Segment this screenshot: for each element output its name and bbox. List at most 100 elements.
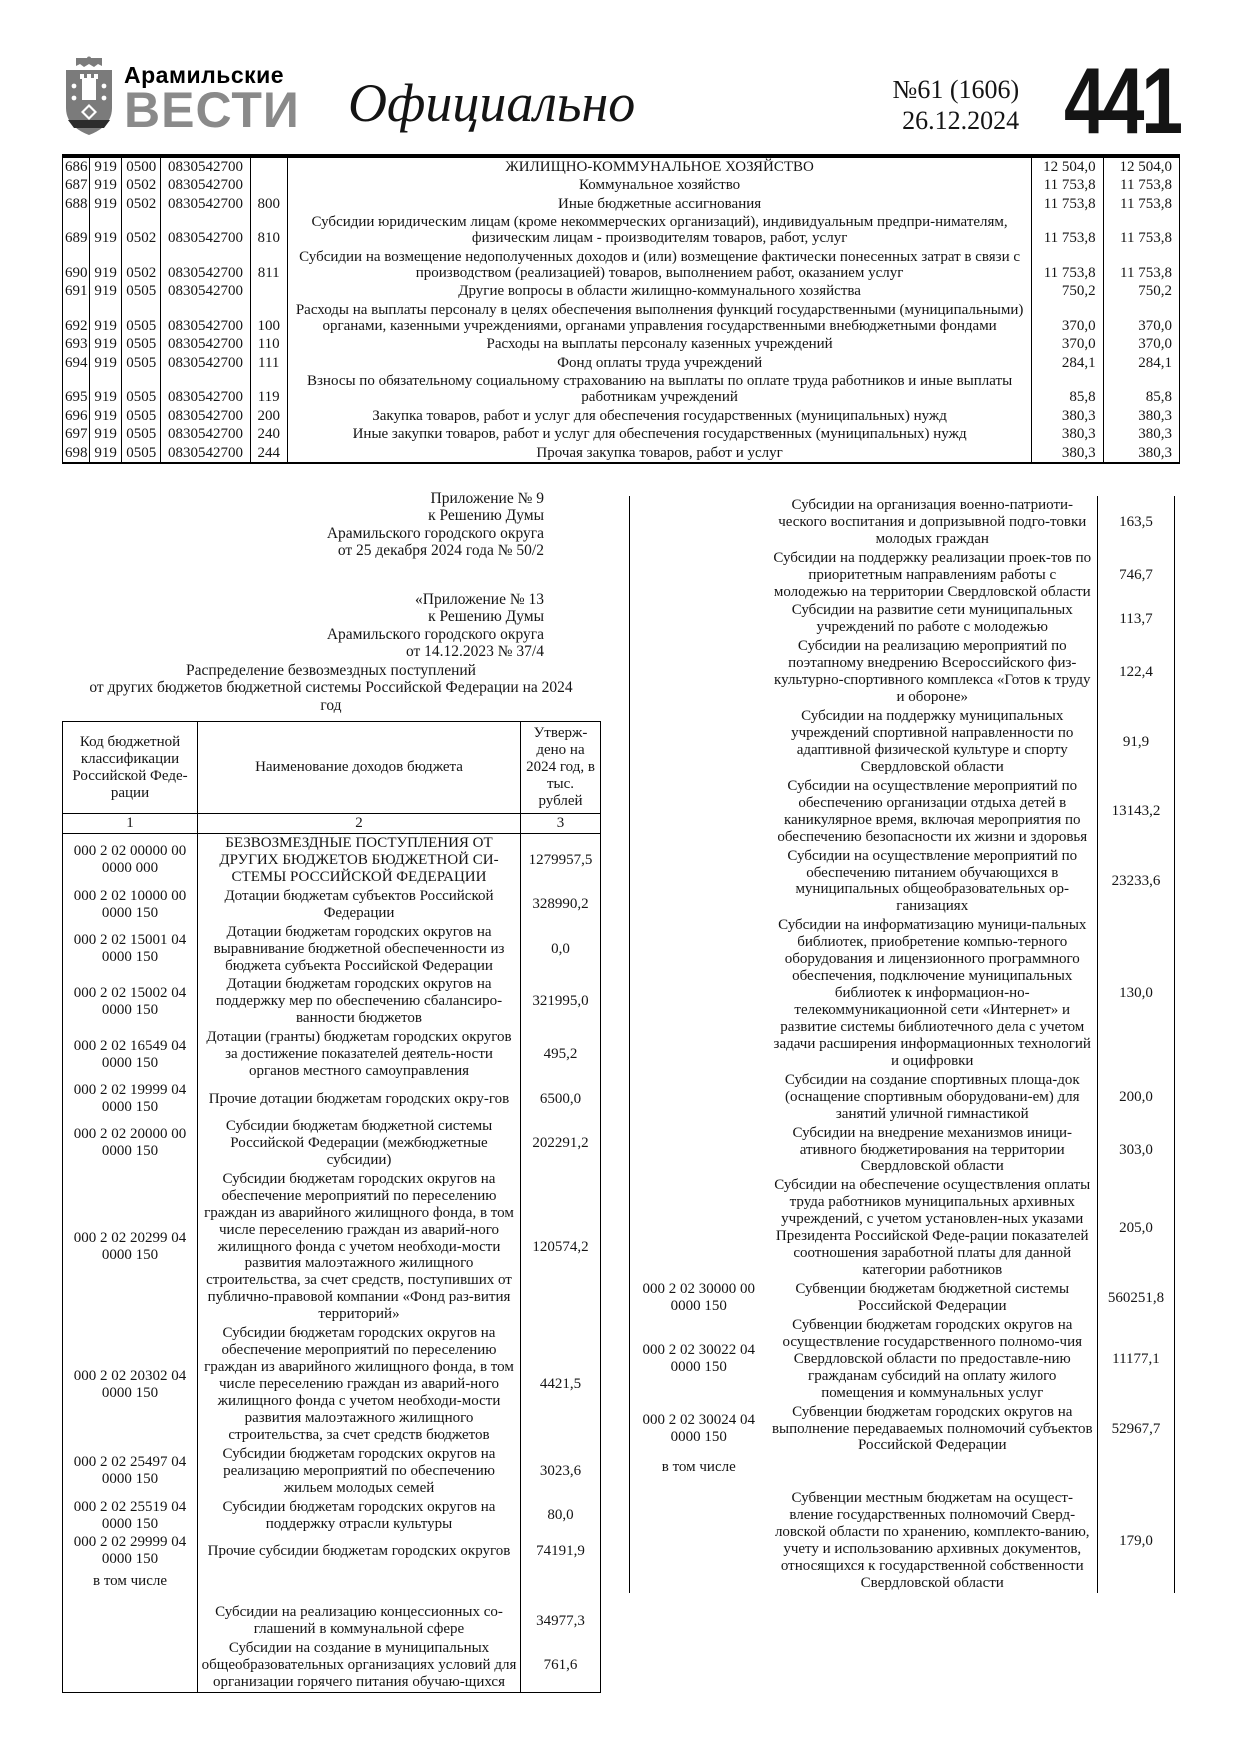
cell-code (630, 1176, 768, 1280)
title-line: год (320, 696, 342, 714)
table-row: Субсидии на поддержку реализации проек-т… (630, 548, 1175, 602)
cell-name: Дотации бюджетам городских округов на по… (197, 975, 521, 1029)
cell-v1: 85,8 (1031, 372, 1104, 407)
cell-value: 4421,5 (520, 1324, 601, 1445)
appendix-note-13: «Приложение № 13 к Решению Думы Арамильс… (62, 591, 600, 661)
table-row: Субвенции местным бюджетам на осущест-вл… (630, 1489, 1175, 1593)
cell-name: Субсидии на создание в муниципальных общ… (197, 1639, 521, 1693)
cell-name: Субвенции бюджетам городских округов на … (782, 1316, 1083, 1401)
cell-code: 000 2 02 00000 00 0000 000 (73, 843, 187, 877)
table-row: Субсидии на поддержку муниципальных учре… (630, 707, 1175, 777)
masthead: Арамильские ВЕСТИ Официально №61 (1606) … (62, 42, 1183, 147)
appendix-line: Арамильского городского округа (326, 625, 544, 643)
cell-code (630, 637, 768, 707)
cell-value: 74191,9 (520, 1533, 601, 1570)
cell-v2: 11 753,8 (1102, 176, 1180, 195)
table-row: Субсидии на создание в муниципальных общ… (63, 1639, 601, 1693)
appendix-line: от 14.12.2023 № 37/4 (405, 643, 544, 661)
cell-n: 688 (61, 194, 90, 214)
cell-grbs: 919 (89, 406, 122, 426)
cell-code: 000 2 02 10000 00 0000 150 (73, 887, 187, 921)
cell-grbs: 919 (89, 282, 122, 301)
cell-name: Субсидии на поддержку реализации проек-т… (773, 549, 1092, 600)
cell-code: 000 2 02 25519 04 0000 150 (73, 1498, 187, 1532)
table-row: 000 2 02 10000 00 0000 150 Дотации бюджет… (63, 886, 601, 923)
cell-name: Дотации бюджетам субъектов Российской Фе… (197, 886, 521, 923)
cell-name: Субсидии бюджетам городских округов на р… (197, 1444, 521, 1498)
cell-code: 000 2 02 20302 04 0000 150 (73, 1367, 187, 1401)
cell-value: 179,0 (1097, 1489, 1175, 1593)
cell-value: 202291,2 (520, 1116, 601, 1170)
cell-code (630, 1124, 768, 1177)
cell-v2: 284,1 (1102, 353, 1180, 373)
cell-grbs: 919 (89, 300, 122, 336)
cell-vtype (249, 176, 288, 195)
table-row: Субсидии на реализацию концессионных со-… (63, 1603, 601, 1640)
cell-target: 0830542700 (160, 425, 251, 444)
cell-grbs: 919 (89, 335, 122, 354)
cell-name: Субвенции местным бюджетам на осущест-вл… (774, 1490, 1090, 1592)
cell-value: 3023,6 (520, 1444, 601, 1498)
cell-vtype: 800 (249, 194, 288, 214)
income-table-left: Код бюджетной классификации Российской Ф… (62, 721, 601, 1693)
cell-name: Другие вопросы в области жилищно-коммуна… (286, 282, 1032, 301)
cell-code: 000 2 02 20299 04 0000 150 (73, 1230, 187, 1263)
cell-target: 0830542700 (160, 443, 251, 463)
table-row: 694 919 0505 0830542700 111 Фонд оплаты труда… (61, 353, 1180, 373)
cell-v2: 380,3 (1102, 425, 1180, 444)
table-row: 000 2 02 15002 04 0000 150 Дотации бюджет… (63, 975, 601, 1029)
cell-n: 686 (61, 156, 90, 177)
appendix-line: к Решению Думы (428, 507, 544, 525)
cell-code: 000 2 02 20000 00 0000 150 (73, 1126, 187, 1160)
cell-value: 761,6 (520, 1639, 601, 1693)
table-row: Субсидии на реализацию мероприятий по по… (630, 637, 1175, 708)
cell-value: 6500,0 (520, 1081, 601, 1117)
cell-value: 80,0 (520, 1497, 601, 1534)
cell-v1: 380,3 (1031, 425, 1104, 444)
cell-value: 200,0 (1097, 1070, 1175, 1124)
cell-sec: 0505 (121, 353, 161, 373)
cell-code: 000 2 02 16549 04 0000 150 (73, 1037, 187, 1071)
cell-value: 122,4 (1097, 637, 1175, 708)
cell-code (630, 1489, 768, 1593)
table-row: 000 2 02 25497 04 0000 150 Субсидии бюдже… (63, 1444, 601, 1498)
cell-value: 34977,3 (520, 1603, 601, 1640)
cell-name: Субсидии на внедрение механизмов иници-а… (792, 1124, 1073, 1175)
cell-name: Субсидии на поддержку муниципальных учре… (791, 708, 1074, 775)
income-table-right: Субсидии на организация военно-патриоти-… (629, 495, 1175, 1593)
right-column: Субсидии на организация военно-патриоти-… (629, 488, 1175, 1693)
table-row: Субсидии на создание спортивных площа-до… (630, 1070, 1175, 1124)
cell-v2: 85,8 (1102, 372, 1180, 407)
table-row: 000 2 02 20299 04 0000 150 Субсидии бюдже… (63, 1169, 601, 1325)
cell-n: 697 (61, 425, 90, 444)
cell-value: 23233,6 (1097, 846, 1175, 917)
column-number: 1 (62, 813, 198, 834)
cell-name: Закупка товаров, работ и услуг для обесп… (286, 406, 1032, 426)
table-row: 000 2 02 30024 04 0000 150 Субвенции бюдж… (630, 1402, 1175, 1456)
cell-sec: 0505 (121, 282, 161, 301)
cell-value (520, 1569, 601, 1604)
cell-code (630, 916, 768, 1070)
cell-value: 113,7 (1097, 601, 1175, 638)
cell-value: 328990,2 (520, 886, 601, 923)
cell-v2: 750,2 (1102, 282, 1180, 301)
cell-code: 000 2 02 30024 04 0000 150 (642, 1412, 756, 1445)
cell-target: 0830542700 (160, 372, 251, 407)
table-row: 000 2 02 20302 04 0000 150 Субсидии бюдже… (63, 1324, 601, 1445)
cell-vtype: 240 (249, 425, 288, 444)
cell-vtype: 200 (249, 406, 288, 426)
cell-value: 120574,2 (520, 1169, 601, 1325)
cell-n: 687 (61, 176, 90, 195)
cell-name: Взносы по обязательному социальному стра… (286, 372, 1032, 407)
table-row: Субсидии на внедрение механизмов иници-а… (630, 1123, 1175, 1177)
cell-code: 000 2 02 30000 00 0000 150 (642, 1281, 756, 1314)
cell-value: 52967,7 (1097, 1402, 1175, 1456)
cell-vtype: 100 (249, 300, 288, 336)
cell-code (630, 707, 768, 777)
cell-name: Субсидии на обеспечение осуществления оп… (774, 1177, 1091, 1279)
cell-code: 000 2 02 29999 04 0000 150 (73, 1534, 187, 1568)
cell-value: 130,0 (1097, 916, 1175, 1071)
table-row: 686 919 0500 0830542700 ЖИЛИЩНО-КОММУНАЛЬНОЕ… (61, 156, 1180, 177)
cell-sec: 0505 (121, 443, 161, 463)
